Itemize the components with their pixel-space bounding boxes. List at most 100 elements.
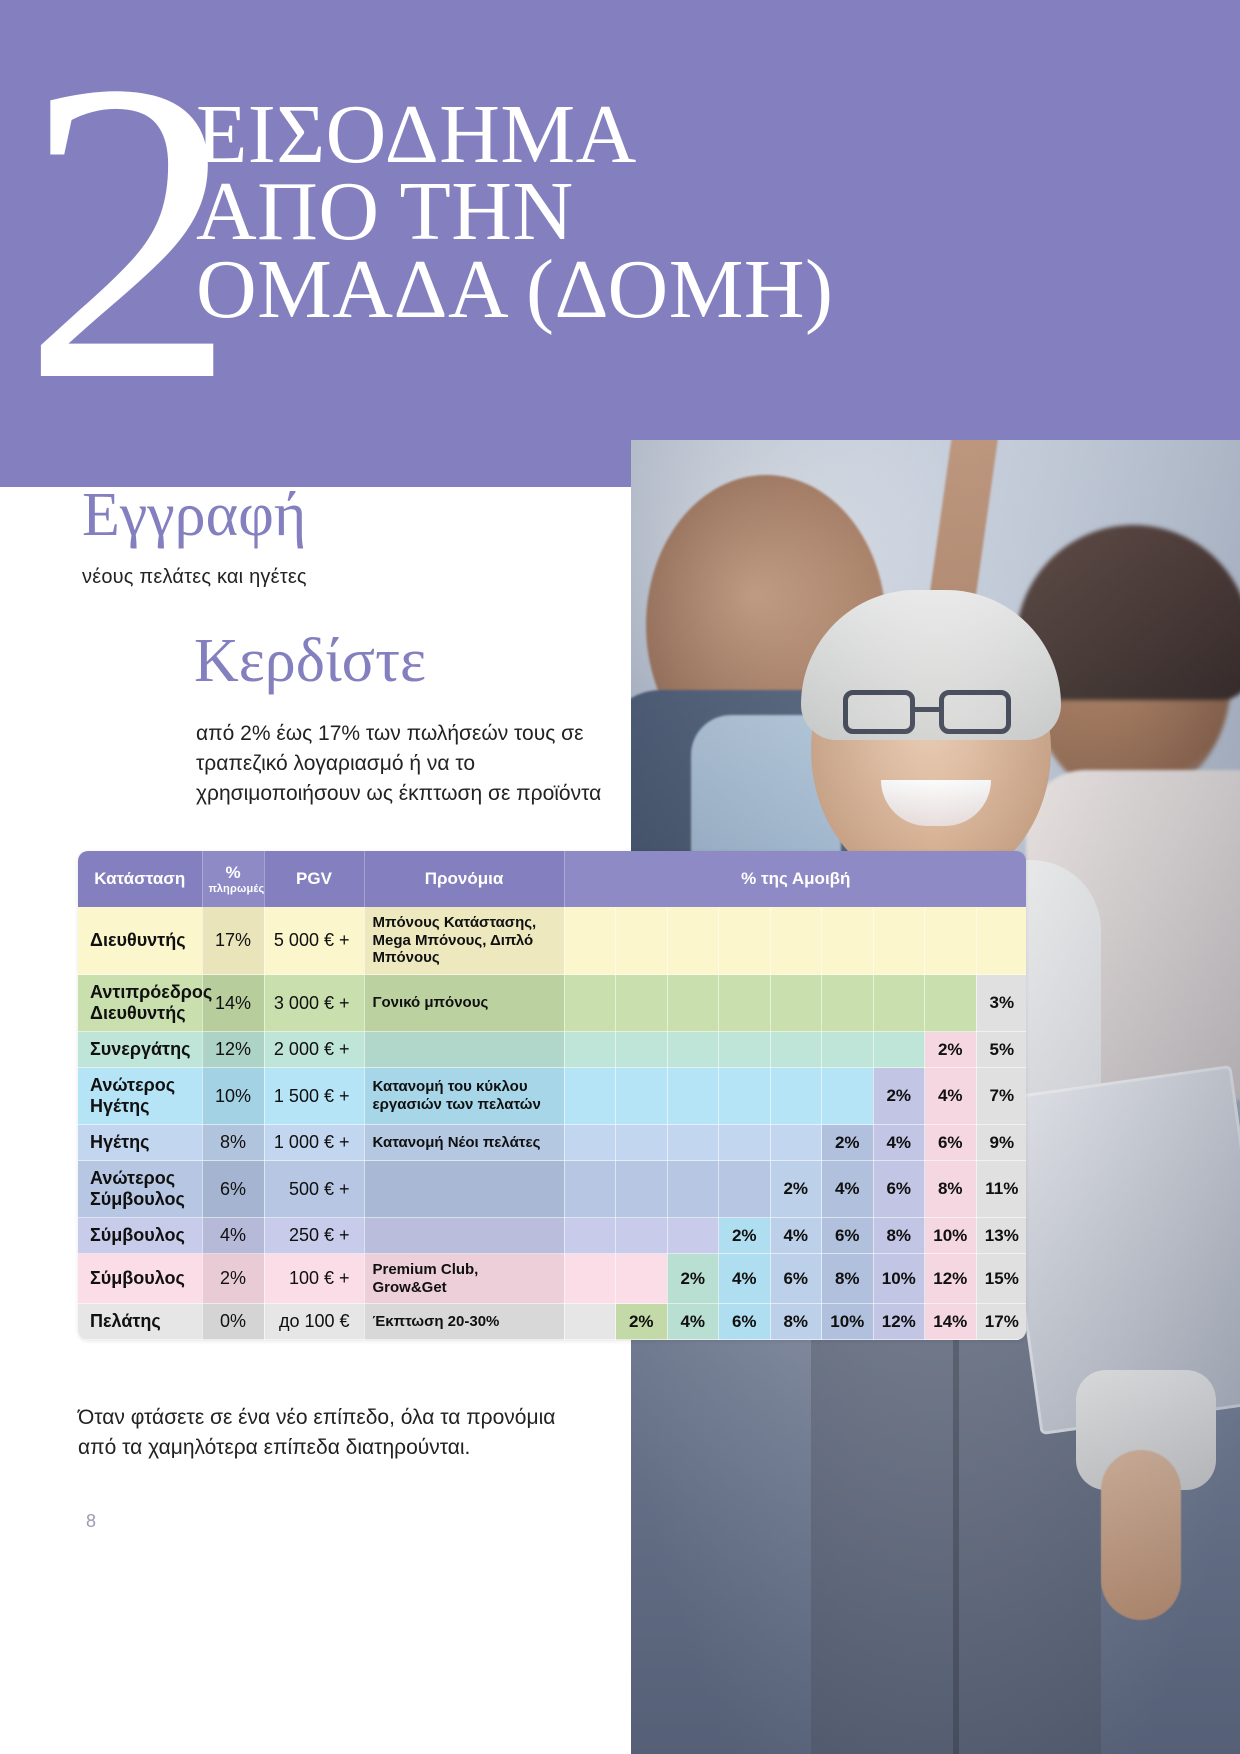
cell-reward: 4% — [667, 1303, 719, 1341]
cell-percent: 17% — [202, 907, 265, 976]
cell-reward: 6% — [770, 1253, 822, 1305]
cell-pgv: 2 000 € + — [264, 1031, 365, 1069]
cell-reward: 4% — [873, 1124, 925, 1162]
cell-reward — [615, 974, 668, 1033]
header-banner: 2 ΕΙΣΟΔΗΜΑ ΑΠΟ ΤΗΝ ΟΜΑΔΑ (ΔΟΜΗ) — [0, 0, 1240, 487]
cell-pgv: 250 € + — [264, 1217, 365, 1255]
subtext-signup: νέους πελάτες και ηγέτες — [82, 566, 307, 588]
title-line-2: ΑΠΟ ΤΗΝ — [196, 165, 574, 259]
cell-reward: 8% — [924, 1160, 977, 1219]
cell-reward: 8% — [770, 1303, 822, 1341]
cell-status: Ηγέτης — [78, 1124, 203, 1162]
cell-reward: 6% — [873, 1160, 925, 1219]
cell-reward — [873, 1031, 925, 1069]
th-percent-symbol: % — [225, 863, 241, 882]
glasses-icon — [843, 690, 1023, 734]
title-line-3: ΟΜΑΔΑ (ΔΟΜΗ) — [196, 242, 834, 336]
cell-reward — [667, 1124, 719, 1162]
table-body: Διευθυντής 17% 5 000 € + Μπόνους Κατάστασης… — [78, 907, 1026, 1341]
cell-reward — [564, 1303, 616, 1341]
th-percent-sub: πληρωμές — [208, 883, 265, 895]
cell-privileges: Premium Club, Grow&Get — [364, 1253, 565, 1305]
cell-reward — [770, 1031, 822, 1069]
cell-percent: 10% — [202, 1067, 265, 1126]
cell-status: Αντιπρόεδρος Διευθυντής — [78, 974, 212, 1033]
footnote-text: Όταν φτάσετε σε ένα νέο επίπεδο, όλα τα … — [78, 1406, 556, 1460]
table-row: Ηγέτης 8% 1 000 € + Κατανομή Νέοι πελάτες 2%… — [78, 1124, 1026, 1162]
cell-privileges: Μπόνους Κατάστασης, Mega Μπόνους, Διπλό … — [364, 907, 565, 976]
cell-reward — [821, 974, 874, 1033]
cell-reward: 7% — [976, 1067, 1026, 1126]
cell-reward: 4% — [924, 1067, 977, 1126]
cell-reward — [718, 907, 771, 976]
page-number: 8 — [86, 1511, 97, 1531]
cell-pgv: до 100 € — [264, 1303, 365, 1341]
cell-percent: 6% — [202, 1160, 265, 1219]
cell-reward: 3% — [976, 974, 1026, 1033]
cell-pgv: 1 500 € + — [264, 1067, 365, 1126]
cell-reward — [873, 974, 925, 1033]
cell-reward — [718, 1160, 771, 1219]
heading-signup: Εγγραφή — [82, 481, 307, 549]
cell-reward: 2% — [615, 1303, 668, 1341]
th-pgv: PGV — [264, 851, 365, 907]
cell-reward — [564, 907, 616, 976]
th-percent-payments: % πληρωμές — [202, 851, 265, 907]
title-line-1: ΕΙΣΟΔΗΜΑ — [196, 88, 637, 181]
cell-privileges: Κατανομή Νέοι πελάτες — [364, 1124, 565, 1162]
cell-reward: 8% — [821, 1253, 874, 1305]
table-row: Ανώτερος Ηγέτης 10% 1 500 € + Κατανομή του … — [78, 1067, 1026, 1126]
cell-reward — [770, 1067, 822, 1126]
cell-privileges — [364, 1160, 565, 1219]
cell-status: Σύμβουλος — [78, 1217, 203, 1255]
cell-reward — [873, 907, 925, 976]
cell-percent: 8% — [202, 1124, 265, 1162]
cell-pgv: 500 € + — [264, 1160, 365, 1219]
cell-reward — [667, 974, 719, 1033]
cell-reward — [718, 1067, 771, 1126]
cell-percent: 4% — [202, 1217, 265, 1255]
cell-reward: 5% — [976, 1031, 1026, 1069]
cell-reward: 2% — [770, 1160, 822, 1219]
cell-reward — [718, 1031, 771, 1069]
table-row: Σύμβουλος 4% 250 € +2% 4% 6% 8% 10% 13% — [78, 1217, 1026, 1255]
cell-reward: 12% — [873, 1303, 925, 1341]
cell-reward — [718, 974, 771, 1033]
cell-reward — [667, 907, 719, 976]
cell-reward: 10% — [924, 1217, 977, 1255]
table-row: Ανώτερος Σύμβουλος 6% 500 € +2% 4% 6% 8% 11% — [78, 1160, 1026, 1219]
cell-reward — [564, 1217, 616, 1255]
cell-privileges — [364, 1031, 565, 1069]
cell-reward: 12% — [924, 1253, 977, 1305]
cell-reward: 15% — [976, 1253, 1026, 1305]
cell-reward — [564, 1124, 616, 1162]
cell-status: Σύμβουλος — [78, 1253, 203, 1305]
cell-reward: 8% — [873, 1217, 925, 1255]
cell-reward — [667, 1217, 719, 1255]
cell-percent: 14% — [202, 974, 265, 1033]
cell-reward: 13% — [976, 1217, 1026, 1255]
page-title: ΕΙΣΟΔΗΜΑ ΑΠΟ ΤΗΝ ΟΜΑΔΑ (ΔΟΜΗ) — [196, 88, 1156, 336]
cell-reward — [667, 1067, 719, 1126]
cell-privileges — [364, 1217, 565, 1255]
cell-percent: 12% — [202, 1031, 265, 1069]
cell-reward — [976, 907, 1026, 976]
table-row: Πελάτης 0% до 100 € Έκπτωση 20-30% 2% 4% 6% 8% 1… — [78, 1303, 1026, 1341]
cell-status: Συνεργάτης — [78, 1031, 203, 1069]
cell-reward — [821, 1067, 874, 1126]
cell-privileges: Γονικό μπόνους — [364, 974, 565, 1033]
cell-reward: 2% — [873, 1067, 925, 1126]
cell-reward — [821, 907, 874, 976]
cell-reward — [667, 1031, 719, 1069]
cell-reward — [564, 1253, 616, 1305]
cell-reward — [564, 974, 616, 1033]
cell-reward — [564, 1067, 616, 1126]
cell-reward — [924, 907, 977, 976]
cell-reward — [615, 1031, 668, 1069]
heading-earn: Κερδίστε — [194, 627, 427, 695]
cell-reward: 2% — [924, 1031, 977, 1069]
cell-reward: 2% — [821, 1124, 874, 1162]
table-head: Κατάσταση % πληρωμές PGV Προνόμια % της … — [78, 851, 1026, 907]
cell-reward — [615, 907, 668, 976]
cell-reward: 4% — [821, 1160, 874, 1219]
